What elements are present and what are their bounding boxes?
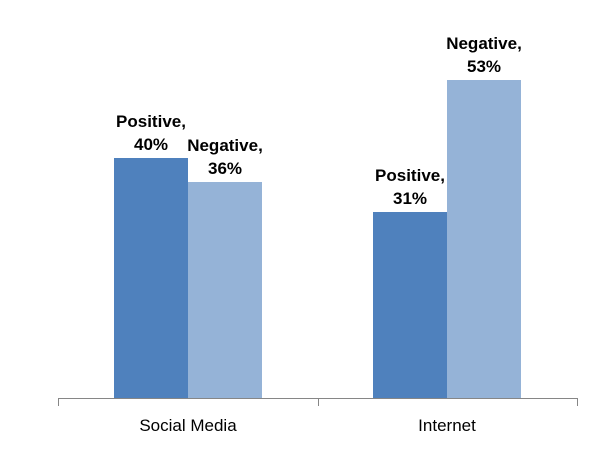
bar-positive-internet — [373, 212, 447, 398]
data-label-positive-internet: Positive, 31% — [375, 166, 445, 208]
category-label-social-media: Social Media — [139, 416, 237, 435]
bar-positive-social-media — [114, 158, 188, 398]
data-label-negative-internet: Negative, 53% — [446, 34, 522, 76]
bar-negative-internet — [447, 80, 521, 398]
data-label-positive-social-media: Positive, 40% — [116, 112, 186, 154]
bar-negative-social-media — [188, 182, 262, 398]
category-label-internet: Internet — [418, 416, 476, 435]
data-label-negative-social-media: Negative, 36% — [187, 136, 263, 178]
